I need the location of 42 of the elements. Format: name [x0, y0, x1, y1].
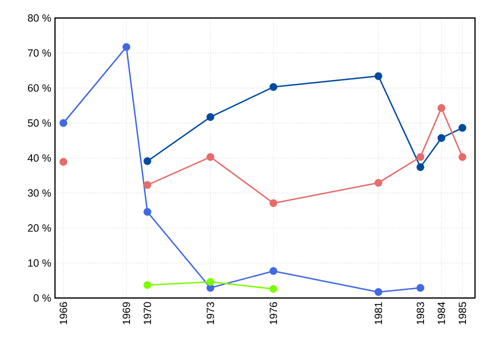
x-tick-label: 1970 [144, 302, 152, 324]
point [144, 157, 152, 166]
y-tick-label: 0 % [34, 294, 51, 302]
x-tick-label: 1985 [458, 302, 466, 324]
y-tick-label: 10 % [28, 259, 51, 267]
point [416, 284, 424, 292]
point [206, 113, 214, 121]
point [416, 153, 424, 161]
point [374, 72, 382, 80]
point [458, 153, 466, 161]
y-tick-label: 40 % [28, 154, 51, 162]
x-tick-label: 1976 [270, 302, 278, 324]
point [416, 163, 424, 171]
point [144, 181, 152, 189]
x-tick-label: 1984 [438, 302, 446, 324]
x-tick-label: 1969 [122, 302, 130, 324]
point [206, 153, 214, 161]
point [144, 281, 152, 289]
y-tick-label: 70 % [28, 49, 51, 57]
point [374, 178, 382, 187]
point [438, 104, 446, 112]
x-tick-label: 1983 [416, 302, 424, 324]
x-tick-label: 1973 [206, 302, 214, 324]
point [270, 267, 278, 275]
point [458, 124, 466, 132]
x-tick-label: 1981 [374, 302, 382, 324]
y-tick-label: 80 % [28, 14, 51, 22]
y-tick-label: 20 % [28, 224, 51, 232]
point [374, 288, 382, 296]
point [438, 134, 446, 142]
point [270, 285, 278, 293]
point [270, 199, 278, 208]
x-tick-label: 1966 [60, 302, 68, 324]
point [122, 43, 130, 51]
y-tick-label: 30 % [28, 189, 51, 197]
point [270, 83, 278, 91]
point [206, 278, 214, 286]
y-tick-label: 50 % [28, 119, 51, 127]
point [60, 158, 68, 166]
point [60, 119, 68, 127]
point [144, 208, 152, 216]
y-tick-label: 60 % [28, 84, 51, 92]
